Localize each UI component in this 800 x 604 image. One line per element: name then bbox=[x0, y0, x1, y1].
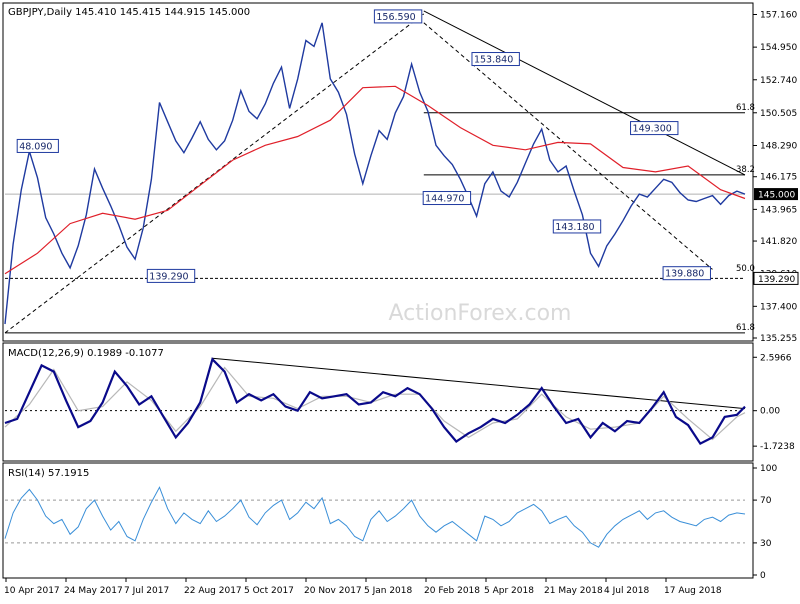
fib-label: 61.8 bbox=[736, 103, 755, 113]
falling-trend-line bbox=[423, 10, 746, 176]
main-y-tick-label: 154.950 bbox=[760, 43, 797, 53]
x-tick-label: 5 Apr 2018 bbox=[484, 586, 534, 596]
price-label-156-590-box bbox=[373, 9, 423, 24]
macd-trend-line bbox=[212, 357, 746, 410]
main-y-tick-label: 157.160 bbox=[760, 10, 797, 20]
x-tick-label: 20 Nov 2017 bbox=[304, 586, 362, 596]
macd-panel-frame bbox=[2, 342, 754, 462]
rsi-line bbox=[4, 486, 746, 548]
main-drawing-lines bbox=[4, 10, 746, 334]
price-label-139-290: 139.290 bbox=[149, 271, 188, 282]
macd-series-group bbox=[4, 357, 746, 446]
main-y-tick-label: 137.400 bbox=[760, 302, 797, 312]
price-label-143-180: 143.180 bbox=[555, 222, 594, 233]
x-tick-label: 21 May 2018 bbox=[544, 586, 603, 596]
main-y-axis: 157.160 154.950 152.740 150.505 148.290 146.1… bbox=[753, 10, 797, 344]
macd-signal-line bbox=[4, 366, 746, 441]
x-axis-labels: 10 Apr 2017 24 May 2017 7 Jul 2017 22 Aug 2… bbox=[4, 578, 722, 596]
price-line bbox=[4, 22, 746, 325]
price-label-153-840: 153.840 bbox=[474, 55, 513, 66]
rsi-panel-title: RSI(14) 57.1915 bbox=[8, 468, 89, 479]
price-label-139-290-box bbox=[146, 268, 196, 283]
main-panel-frame bbox=[2, 2, 754, 342]
price-label-139-880: 139.880 bbox=[665, 269, 704, 280]
level-tag-box bbox=[753, 271, 799, 285]
rsi-y-tick-label: 70 bbox=[760, 496, 772, 506]
macd-panel-title: MACD(12,26,9) 0.1989 -0.1077 bbox=[8, 348, 164, 359]
macd-line bbox=[4, 357, 746, 446]
main-y-tick-label: 148.290 bbox=[760, 141, 797, 151]
price-label-144-970: 144.970 bbox=[425, 194, 464, 205]
price-label-156-590: 156.590 bbox=[376, 12, 415, 23]
price-label-48-090: 48.090 bbox=[19, 141, 52, 152]
main-y-tick-label: 135.255 bbox=[760, 334, 797, 344]
x-tick-label: 10 Apr 2017 bbox=[4, 586, 60, 596]
main-panel-title: GBPJPY,Daily 145.410 145.415 144.915 145… bbox=[8, 7, 250, 18]
main-price-labels: 48.090 139.290 156.590 144.970 153.840 143.18… bbox=[16, 9, 799, 333]
x-tick-label: 5 Oct 2017 bbox=[244, 586, 294, 596]
sma-line bbox=[4, 85, 746, 275]
fib-label: 61.8 bbox=[736, 323, 755, 333]
x-tick-label: 4 Jul 2018 bbox=[604, 586, 649, 596]
price-label-139-880-box bbox=[662, 266, 711, 281]
rsi-y-tick-label: 0 bbox=[760, 571, 766, 581]
main-y-tick-label: 143.965 bbox=[760, 205, 797, 215]
price-label-149-300: 149.300 bbox=[633, 124, 672, 135]
current-price-tag-box bbox=[754, 188, 798, 201]
fib-label: 38.2 bbox=[736, 165, 755, 175]
price-label-143-180-box bbox=[552, 219, 602, 234]
rsi-y-axis: 100 70 30 0 bbox=[5, 464, 777, 581]
rsi-y-tick-label: 30 bbox=[760, 539, 772, 549]
x-tick-label: 20 Feb 2018 bbox=[424, 586, 480, 596]
rising-trend-dashed-line bbox=[4, 13, 425, 334]
level-tag: 139.290 bbox=[758, 275, 795, 285]
price-label-149-300-box bbox=[630, 121, 679, 136]
fib-label: 50.0 bbox=[736, 264, 755, 274]
rsi-series-group bbox=[4, 486, 746, 548]
price-label-144-970-box bbox=[422, 191, 472, 206]
macd-y-axis: 2.5966 0.00 -1.7238 bbox=[5, 353, 795, 452]
x-tick-label: 24 May 2017 bbox=[64, 586, 123, 596]
x-tick-label: 17 Aug 2018 bbox=[664, 586, 722, 596]
x-tick-label: 7 Jul 2017 bbox=[124, 586, 169, 596]
main-y-tick-label: 150.505 bbox=[760, 109, 797, 119]
main-y-tick-label: 152.740 bbox=[760, 76, 797, 86]
macd-y-tick-label: 0.00 bbox=[760, 407, 780, 417]
main-series-group bbox=[4, 22, 746, 325]
rsi-y-tick-label: 100 bbox=[760, 464, 777, 474]
macd-y-tick-label: -1.7238 bbox=[760, 442, 795, 452]
macd-y-tick-label: 2.5966 bbox=[760, 353, 792, 363]
main-y-tick-label: 146.175 bbox=[760, 173, 797, 183]
watermark-text: ActionForex.com bbox=[389, 301, 572, 326]
x-tick-label: 5 Jan 2018 bbox=[364, 586, 412, 596]
price-label-153-840-box bbox=[471, 52, 520, 67]
current-price-tag: 145.000 bbox=[758, 191, 795, 201]
price-label-48-090-box bbox=[16, 138, 59, 153]
main-y-tick-label: 141.820 bbox=[760, 237, 797, 247]
rsi-panel-frame bbox=[2, 462, 754, 579]
x-tick-label: 22 Aug 2017 bbox=[184, 586, 242, 596]
